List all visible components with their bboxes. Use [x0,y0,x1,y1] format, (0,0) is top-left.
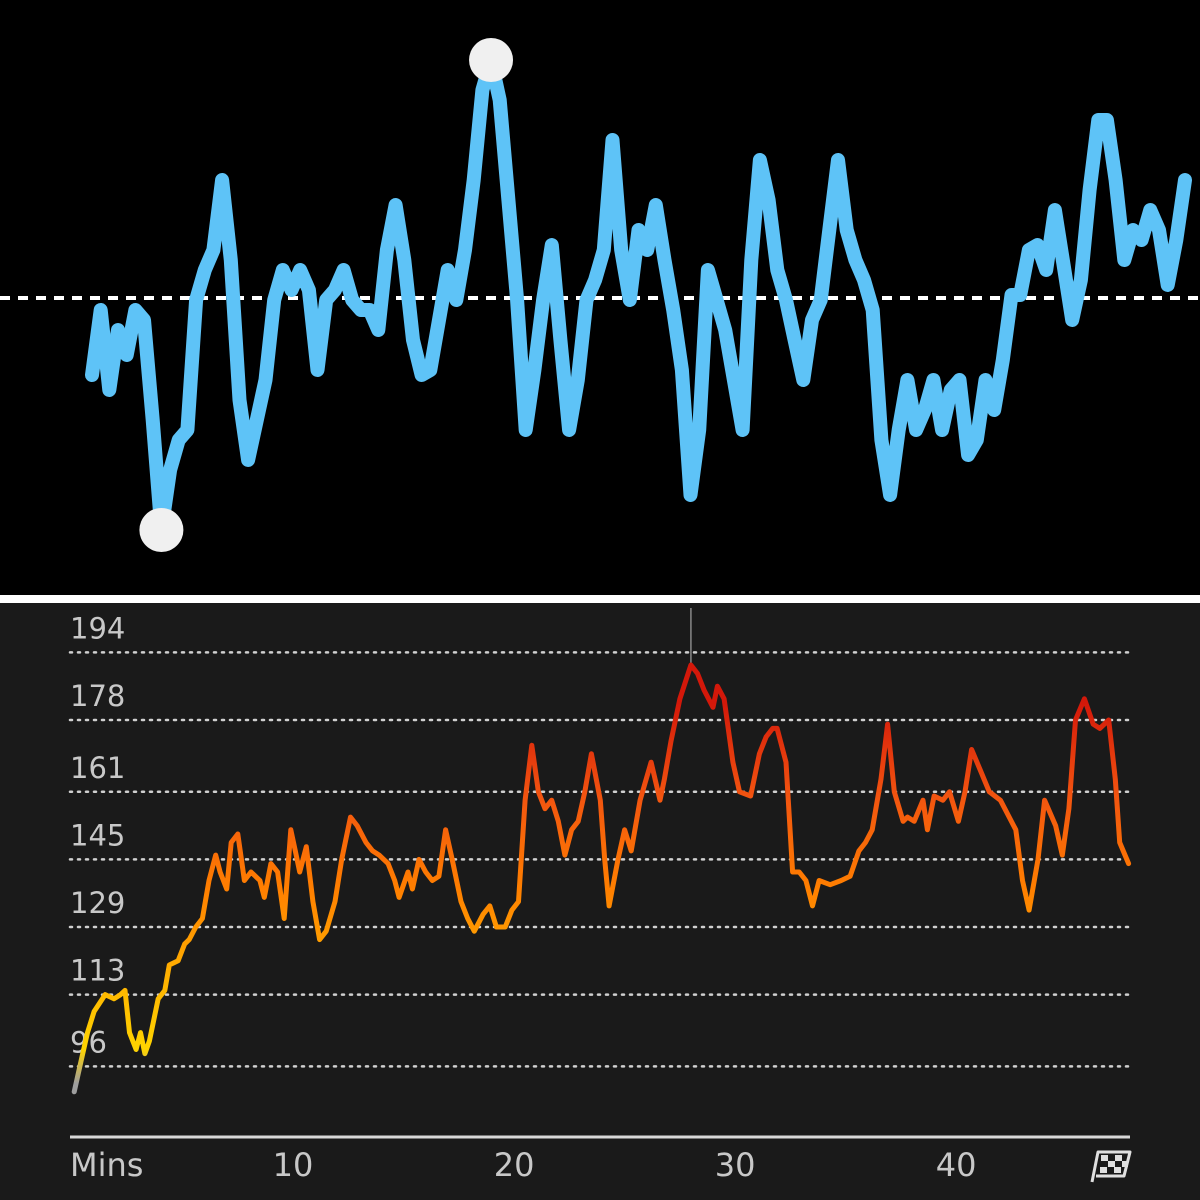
separator [0,595,1200,603]
y-tick-label: 129 [70,886,125,920]
x-tick-label: 20 [494,1146,535,1184]
extreme-marker [469,38,514,82]
x-tick-label: 10 [273,1146,314,1184]
y-tick-label: 113 [70,954,125,988]
extreme-marker [139,508,184,552]
x-tick-label: 30 [715,1146,756,1184]
y-tick-label: 161 [70,751,125,785]
x-axis-label: Mins [70,1146,143,1184]
y-tick-label: 145 [70,818,125,852]
heart-rate-line [71,662,1132,1095]
data-line [85,53,1192,537]
y-tick-label: 178 [70,679,125,713]
bottom-panel [0,603,1200,1200]
y-tick-label: 194 [70,611,125,645]
finish-flag-icon [1090,1150,1132,1183]
x-tick-label: 40 [936,1146,977,1184]
